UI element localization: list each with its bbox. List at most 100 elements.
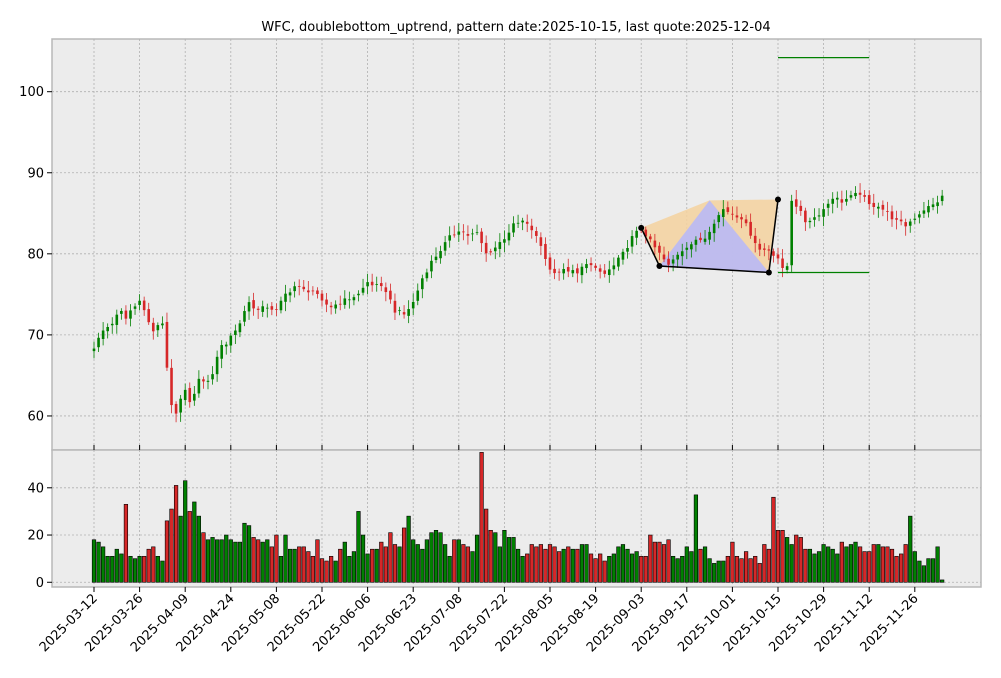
candle-body bbox=[265, 307, 269, 309]
candle-body bbox=[621, 251, 625, 260]
candle-body bbox=[867, 195, 871, 205]
volume-bar bbox=[844, 546, 849, 583]
volume-bar bbox=[123, 504, 129, 583]
candle-body bbox=[384, 287, 388, 293]
volume-bar bbox=[803, 548, 808, 583]
candle-body bbox=[161, 323, 164, 326]
volume-bar bbox=[470, 551, 475, 583]
volume-bar bbox=[561, 548, 566, 583]
volume-bar bbox=[178, 515, 183, 583]
volume-bar bbox=[365, 553, 370, 583]
volume-bar bbox=[347, 555, 352, 583]
volume-bar bbox=[625, 548, 630, 583]
volume-bar bbox=[520, 555, 525, 583]
candle-body bbox=[685, 247, 689, 250]
volume-bar bbox=[169, 508, 174, 583]
candle-body bbox=[243, 311, 246, 322]
candle-body bbox=[421, 278, 424, 290]
volume-bar bbox=[96, 541, 101, 583]
volume-bar bbox=[794, 534, 799, 583]
volume-bar bbox=[538, 544, 543, 583]
candle-body bbox=[379, 283, 383, 287]
volume-bar bbox=[547, 544, 553, 583]
candle-body bbox=[790, 200, 793, 266]
volume-bar bbox=[183, 480, 188, 583]
candle-body bbox=[671, 259, 675, 264]
volume-bar bbox=[465, 546, 471, 583]
volume-bar bbox=[648, 534, 653, 583]
candle-body bbox=[717, 215, 721, 223]
volume-bar bbox=[219, 539, 224, 583]
candle-body bbox=[922, 210, 926, 214]
candle-body bbox=[553, 268, 556, 274]
candle-body bbox=[402, 312, 406, 315]
volume-bar bbox=[187, 511, 192, 583]
candle-body bbox=[813, 217, 816, 220]
volume-bar-series bbox=[91, 452, 945, 583]
volume-bar bbox=[899, 553, 904, 583]
volume-bar bbox=[712, 563, 717, 583]
candle-body bbox=[297, 286, 301, 287]
volume-bar bbox=[867, 551, 872, 583]
volume-bar bbox=[119, 553, 124, 583]
price-panel-bg bbox=[51, 38, 982, 451]
candle-body bbox=[375, 284, 379, 285]
volume-bar bbox=[807, 548, 813, 583]
candle-body bbox=[398, 310, 401, 312]
volume-y-axis: 0 20 40 bbox=[27, 481, 52, 591]
candle-body bbox=[548, 257, 552, 270]
volume-bar bbox=[283, 534, 288, 583]
volume-bar bbox=[287, 548, 293, 583]
candle-body bbox=[872, 202, 876, 207]
volume-bar bbox=[265, 539, 270, 583]
candle-body bbox=[644, 229, 648, 237]
volume-bar bbox=[160, 560, 165, 583]
candle-body bbox=[288, 292, 292, 296]
volume-bar bbox=[237, 541, 243, 583]
volume-bar bbox=[146, 548, 151, 583]
candle-body bbox=[138, 300, 141, 305]
volume-bar bbox=[912, 551, 917, 583]
volume-bar bbox=[748, 558, 753, 583]
candle-body bbox=[270, 306, 274, 310]
candle-body bbox=[133, 306, 137, 309]
candle-body bbox=[667, 258, 670, 265]
volume-bar bbox=[798, 537, 803, 583]
volume-bar bbox=[771, 496, 776, 583]
candle-body bbox=[115, 314, 119, 325]
candle-body bbox=[120, 310, 123, 314]
volume-bar bbox=[329, 555, 334, 583]
candle-body bbox=[758, 243, 762, 250]
candle-body bbox=[284, 293, 287, 302]
candle-body bbox=[662, 254, 666, 260]
volume-bar bbox=[379, 541, 384, 583]
volume-bar bbox=[260, 541, 265, 583]
volume-bar bbox=[657, 541, 662, 583]
candle-body bbox=[617, 257, 620, 267]
candle-body bbox=[530, 225, 534, 231]
volume-bar bbox=[652, 541, 657, 583]
candle-body bbox=[612, 265, 616, 270]
price-y-tick-label: 80 bbox=[27, 247, 44, 262]
volume-bar bbox=[438, 532, 443, 583]
pattern-zigzag bbox=[640, 199, 779, 274]
candle-body bbox=[448, 235, 451, 241]
pattern-point bbox=[638, 224, 645, 231]
volume-bar bbox=[921, 565, 927, 583]
candle-body bbox=[863, 195, 866, 197]
volume-bar bbox=[534, 546, 539, 583]
volume-bar bbox=[716, 560, 721, 583]
candle-body bbox=[658, 245, 661, 253]
candle-body bbox=[325, 299, 328, 305]
volume-bar bbox=[201, 532, 206, 583]
candle-body bbox=[170, 367, 173, 406]
volume-bar bbox=[629, 553, 635, 583]
candle-body bbox=[877, 206, 880, 209]
candle-body bbox=[899, 219, 903, 222]
volume-y-tick-label: 40 bbox=[27, 481, 44, 496]
candle-body bbox=[475, 232, 479, 234]
candle-body bbox=[785, 266, 789, 270]
candle-body bbox=[580, 266, 584, 276]
volume-bar bbox=[215, 539, 220, 583]
volume-bar bbox=[826, 546, 831, 583]
